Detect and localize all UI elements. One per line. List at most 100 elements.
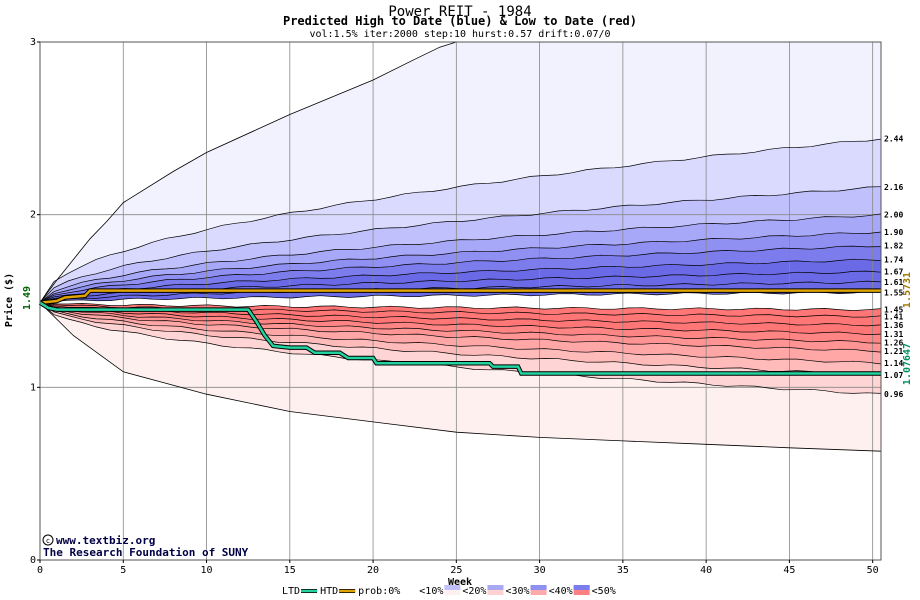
low-band (40, 302, 881, 353)
quantile-label: 1.45 (884, 306, 903, 315)
legend-swatch (401, 585, 418, 595)
chart-params: vol:1.5% iter:2000 step:10 hurst:0.57 dr… (309, 29, 610, 40)
legend-label: LTD (282, 586, 300, 597)
legend-label: <40% (549, 586, 573, 597)
x-tick-label: 0 (37, 565, 43, 576)
low-quantile-line (39, 302, 882, 335)
x-tick-label: 15 (284, 565, 296, 576)
legend-swatch-blue (444, 585, 461, 590)
y-tick-label: 0 (30, 555, 36, 566)
legend-label: <10% (419, 586, 443, 597)
low-band (40, 302, 881, 344)
high-band (40, 42, 881, 303)
right-quantile-labels: 2.44 2.16 2.00 1.90 1.82 1.74 1.671.611.55 1.45… (884, 135, 903, 400)
htd-line (39, 289, 881, 304)
high-band (40, 186, 881, 303)
high-quantile-line (39, 213, 882, 303)
quantile-label: 2.16 (884, 183, 903, 192)
x-tick-label: 5 (120, 565, 126, 576)
quantile-label: 1.07 (884, 371, 903, 380)
low-band (40, 302, 881, 376)
lower-envelope (39, 302, 882, 452)
ltd-line (39, 301, 881, 375)
legend-label: <30% (505, 586, 529, 597)
watermark-org: The Research Foundation of SUNY (43, 546, 249, 559)
low-quantile-line (39, 302, 882, 311)
x-tick-label: 25 (450, 565, 462, 576)
quantile-label: 1.55 (884, 288, 903, 297)
x-tick-label: 20 (367, 565, 379, 576)
quantile-label: 1.26 (884, 338, 903, 347)
high-band (40, 246, 881, 303)
low-band (40, 302, 881, 452)
grid-layer (40, 42, 881, 560)
quantile-label: 1.74 (884, 256, 903, 265)
legend-swatch-blue (487, 585, 504, 590)
high-band (40, 259, 881, 303)
high-band (40, 213, 881, 303)
high-quantile-line (39, 258, 882, 304)
y-tick-label: 1 (30, 382, 36, 393)
legend-label: <20% (462, 586, 486, 597)
high-quantile-line (39, 186, 882, 303)
plot-frame (39, 41, 882, 561)
high-quantile-line (39, 231, 882, 303)
x-tick-label: 50 (867, 565, 879, 576)
x-tick-label: 45 (783, 565, 795, 576)
low-quantile-line (39, 302, 882, 394)
x-axis-label: Week (448, 577, 472, 588)
chart-title: Power REIT - 1984 (388, 4, 531, 20)
low-quantile-line (39, 302, 882, 344)
y-axis: 0 1 2 3 (30, 37, 40, 566)
high-band (40, 271, 881, 303)
svg-text:c: c (46, 537, 50, 545)
upper-envelope (39, 41, 881, 303)
low-band (40, 302, 881, 394)
quantile-label: 1.61 (884, 278, 903, 287)
chart-subtitle: Predicted High to Date (blue) & Low to D… (283, 14, 637, 28)
high-band (40, 139, 881, 303)
low-band (40, 302, 881, 335)
x-tick-label: 30 (534, 565, 546, 576)
low-band (40, 302, 881, 318)
quantile-label: 1.41 (884, 313, 903, 322)
watermark-url: www.textbiz.org (56, 534, 155, 547)
quantile-label: 1.67 (884, 268, 903, 277)
low-quantile-line (39, 302, 882, 376)
quantile-label: 1.31 (884, 330, 903, 339)
y-axis-label: Price ($) (3, 273, 15, 327)
y-tick-label: 3 (30, 37, 36, 48)
ltd-final-label: 1.07647 (902, 343, 913, 385)
quantile-label: 1.90 (884, 228, 903, 237)
high-quantile-line (39, 245, 882, 304)
start-price-label: 1.49 (22, 286, 33, 310)
x-axis: 0 5 10 15 20 25 30 35 40 45 50 (37, 560, 879, 576)
x-tick-label: 10 (201, 565, 213, 576)
quantile-label: 1.21 (884, 347, 903, 356)
legend-label: HTD (320, 586, 338, 597)
copyright-icon: c (42, 534, 54, 546)
quantile-label: 2.00 (884, 211, 903, 220)
low-band (40, 302, 881, 326)
quantile-label: 2.44 (884, 135, 903, 144)
legend-swatch-blue (530, 585, 547, 590)
legend-label: prob:0% (358, 586, 400, 597)
quantile-label: 1.82 (884, 242, 903, 251)
htd-final-label: 1.5731 (902, 272, 913, 308)
legend-swatch-blue (573, 585, 590, 590)
quantile-label: 0.96 (884, 390, 903, 399)
legend: LTD HTD prob:0% <10% <20% <30% <40% <50% (282, 585, 616, 597)
paths-layer (38, 288, 881, 376)
plot-area (38, 41, 882, 561)
low-quantile-line (39, 302, 882, 353)
x-tick-label: 40 (700, 565, 712, 576)
low-quantile-line (39, 302, 882, 365)
x-tick-label: 35 (617, 565, 629, 576)
quantile-label: 1.14 (884, 359, 903, 368)
high-band (40, 232, 881, 303)
bands-layer (40, 42, 881, 452)
quantile-label: 1.36 (884, 321, 903, 330)
watermark: c www.textbiz.org The Research Foundatio… (42, 534, 249, 559)
legend-label: <50% (592, 586, 616, 597)
